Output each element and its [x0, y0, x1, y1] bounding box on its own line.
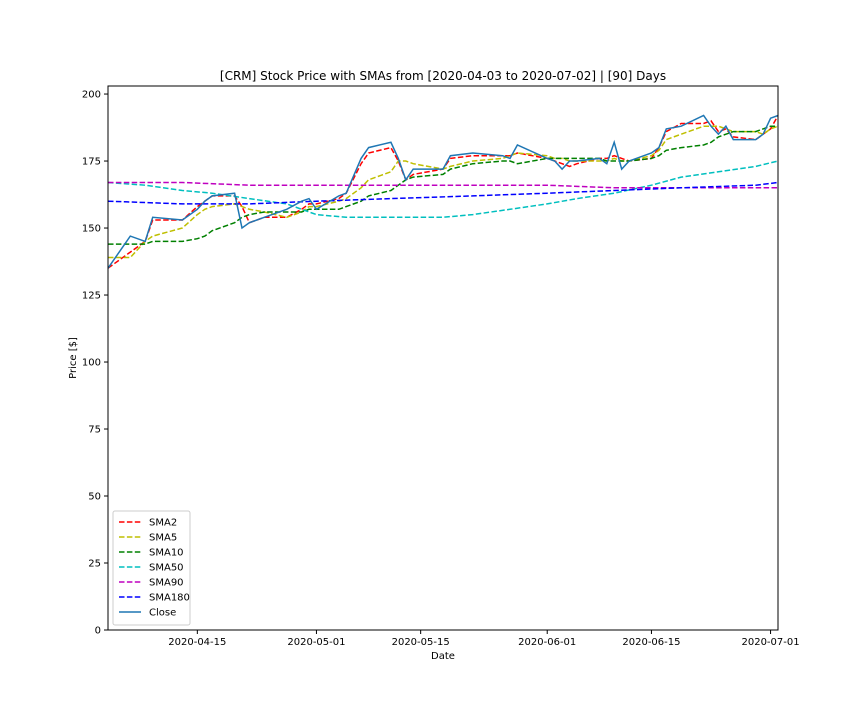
legend-label-sma50: SMA50	[149, 563, 184, 574]
x-axis-label: Date	[431, 651, 455, 662]
series-line-sma90	[108, 181, 778, 189]
legend-label-sma10: SMA10	[149, 548, 184, 559]
x-tick-label: 2020-05-01	[287, 637, 345, 648]
series-line-sma180	[107, 181, 779, 205]
y-tick-label: 200	[82, 90, 101, 101]
legend: SMA2 SMA5 SMA10 SMA50 SMA90 SMA180 Close	[112, 510, 191, 626]
x-tick-label: 2020-06-15	[622, 637, 680, 648]
legend-label-sma2: SMA2	[149, 518, 177, 529]
x-tick-label: 2020-04-15	[168, 637, 226, 648]
legend-label-sma90: SMA90	[149, 578, 184, 589]
y-tick-label: 175	[82, 157, 101, 168]
series-line-close	[107, 114, 779, 269]
legend-label-sma5: SMA5	[149, 533, 177, 544]
series-layer	[107, 114, 779, 269]
series-line-sma2	[107, 115, 779, 269]
x-tick-label: 2020-05-15	[392, 637, 450, 648]
y-tick-label: 75	[88, 425, 101, 436]
y-tick-label: 100	[82, 358, 101, 369]
y-tick-label: 50	[88, 492, 101, 503]
y-axis-label: Price [$]	[68, 337, 79, 379]
y-tick-label: 125	[82, 291, 101, 302]
plot-area-frame	[107, 85, 779, 631]
y-axis: 0 25 50 75 100 125 150 175 200	[82, 90, 108, 637]
y-tick-label: 0	[95, 626, 101, 637]
x-tick-label: 2020-07-01	[741, 637, 799, 648]
y-tick-label: 150	[82, 224, 101, 235]
series-line-sma5	[108, 125, 779, 259]
y-tick-label: 25	[88, 559, 101, 570]
x-axis: 2020-04-15 2020-05-01 2020-05-15 2020-06-01…	[168, 630, 800, 648]
legend-label-close: Close	[149, 608, 176, 619]
x-tick-label: 2020-06-01	[518, 637, 576, 648]
chart-title: [CRM] Stock Price with SMAs from [2020-0…	[220, 69, 666, 83]
series-line-sma50	[107, 160, 779, 219]
legend-label-sma180: SMA180	[149, 593, 190, 604]
